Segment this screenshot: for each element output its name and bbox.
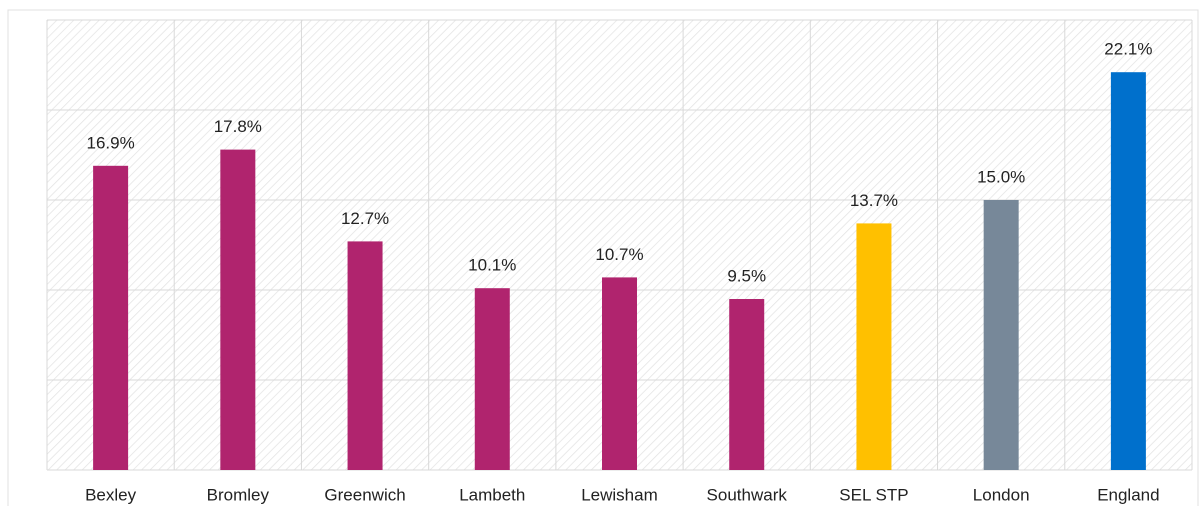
bar	[602, 277, 637, 470]
x-tick-label: Lambeth	[459, 485, 525, 504]
data-label: 12.7%	[341, 209, 389, 228]
data-label: 9.5%	[727, 266, 766, 285]
x-tick-label: Bromley	[207, 485, 270, 504]
bar	[220, 149, 256, 470]
bar	[1110, 72, 1146, 470]
x-tick-label: Lewisham	[581, 485, 658, 504]
x-tick-label: Bexley	[85, 485, 137, 504]
bar	[347, 241, 383, 470]
chart-frame	[7, 9, 1199, 506]
x-tick-label: Greenwich	[324, 485, 405, 504]
data-label: 13.7%	[850, 191, 898, 210]
data-label: 15.0%	[977, 167, 1025, 186]
data-label: 17.8%	[214, 117, 262, 136]
data-label: 10.1%	[468, 256, 516, 275]
x-tick-label: SEL STP	[839, 485, 908, 504]
bar	[93, 165, 129, 471]
bar	[983, 200, 1019, 470]
data-label: 16.9%	[87, 133, 135, 152]
x-tick-label: England	[1097, 485, 1159, 504]
bar	[474, 288, 510, 470]
x-tick-label: London	[973, 485, 1030, 504]
bar	[729, 299, 765, 470]
data-label: 10.7%	[595, 245, 643, 264]
data-label: 22.1%	[1104, 40, 1152, 59]
x-tick-label: Southwark	[707, 485, 788, 504]
bar	[856, 223, 892, 470]
